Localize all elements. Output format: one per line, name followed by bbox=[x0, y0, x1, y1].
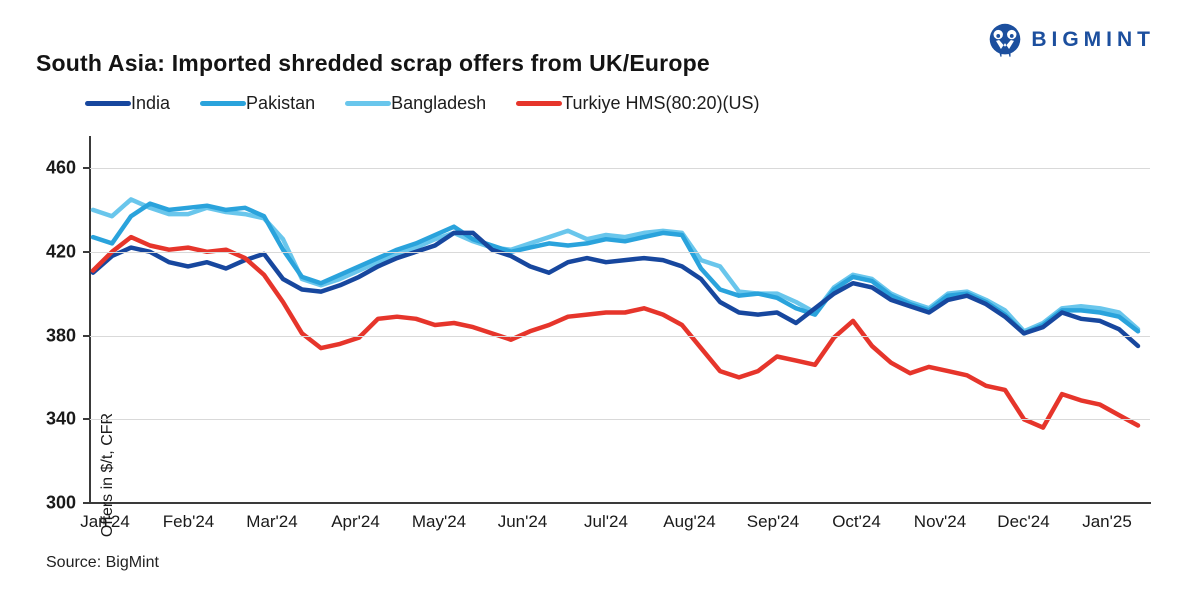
chart-title: South Asia: Imported shredded scrap offe… bbox=[36, 50, 710, 76]
bigmint-logo-icon bbox=[987, 22, 1023, 58]
series-line-india bbox=[90, 230, 1141, 349]
x-tick-label-jul-24: Jul'24 bbox=[584, 512, 628, 531]
legend-item-turkiye-hms-80-20-us-: Turkiye HMS(80:20)(US) bbox=[516, 93, 760, 114]
bigmint-logo: BIGMINT bbox=[987, 22, 1155, 58]
legend-swatch bbox=[85, 101, 131, 106]
x-axis-line bbox=[89, 502, 1151, 504]
legend-swatch bbox=[200, 101, 247, 106]
y-tick-label-340: 340 bbox=[45, 408, 76, 429]
gridline-420 bbox=[90, 251, 1150, 253]
legend-item-bangladesh: Bangladesh bbox=[345, 93, 486, 114]
x-tick-label-nov-24: Nov'24 bbox=[913, 512, 967, 531]
x-tick-label-mar-24: Mar'24 bbox=[246, 512, 298, 531]
x-tick-label-sep-24: Sep'24 bbox=[746, 512, 800, 531]
x-tick-label-jan-24: Jan'24 bbox=[80, 512, 130, 531]
y-tick-mark bbox=[83, 502, 89, 504]
y-tick-label-420: 420 bbox=[45, 241, 76, 262]
x-tick-label-aug-24: Aug'24 bbox=[663, 512, 716, 531]
x-tick-label-feb-24: Feb'24 bbox=[162, 512, 215, 531]
legend-item-pakistan: Pakistan bbox=[200, 93, 315, 114]
line-chart-svg bbox=[90, 197, 1141, 430]
legend-label: Turkiye HMS(80:20)(US) bbox=[562, 93, 760, 113]
chart-legend: India Pakistan Bangladesh Turkiye HMS(80:20… bbox=[85, 93, 760, 114]
y-tick-mark bbox=[83, 250, 89, 253]
x-tick-label-dec-24: Dec'24 bbox=[997, 512, 1050, 531]
x-tick-label-may-24: May'24 bbox=[411, 512, 467, 531]
legend-item-india: India bbox=[85, 93, 170, 114]
x-tick-label-jun-24: Jun'24 bbox=[497, 512, 548, 531]
y-axis-line bbox=[89, 136, 91, 504]
y-tick-label-460: 460 bbox=[45, 157, 76, 178]
y-tick-label-300: 300 bbox=[45, 492, 76, 513]
legend-label: India bbox=[131, 93, 171, 113]
y-tick-mark bbox=[83, 167, 89, 170]
y-tick-mark bbox=[83, 418, 89, 421]
source-note: Source: BigMint bbox=[46, 554, 159, 571]
legend-label: Bangladesh bbox=[391, 93, 487, 113]
legend-swatch bbox=[516, 101, 563, 106]
gridline-460 bbox=[90, 168, 1150, 170]
line-chart-plot-area: Offers in $/t, CFR 300 340 380 420 460 bbox=[46, 136, 1150, 537]
series-line-turkiye-hms-80-20-us- bbox=[90, 234, 1141, 430]
series-line-pakistan bbox=[90, 201, 1141, 336]
bigmint-logo-text: BIGMINT bbox=[1031, 28, 1155, 51]
x-tick-label-jan-25: Jan'25 bbox=[1082, 512, 1132, 531]
y-tick-mark bbox=[83, 334, 89, 337]
gridline-380 bbox=[90, 335, 1150, 337]
x-tick-label-oct-24: Oct'24 bbox=[832, 512, 881, 531]
legend-swatch bbox=[345, 101, 392, 106]
gridline-340 bbox=[90, 419, 1150, 421]
legend-label: Pakistan bbox=[246, 93, 316, 113]
x-tick-label-apr-24: Apr'24 bbox=[331, 512, 380, 531]
y-tick-label-380: 380 bbox=[45, 325, 76, 346]
